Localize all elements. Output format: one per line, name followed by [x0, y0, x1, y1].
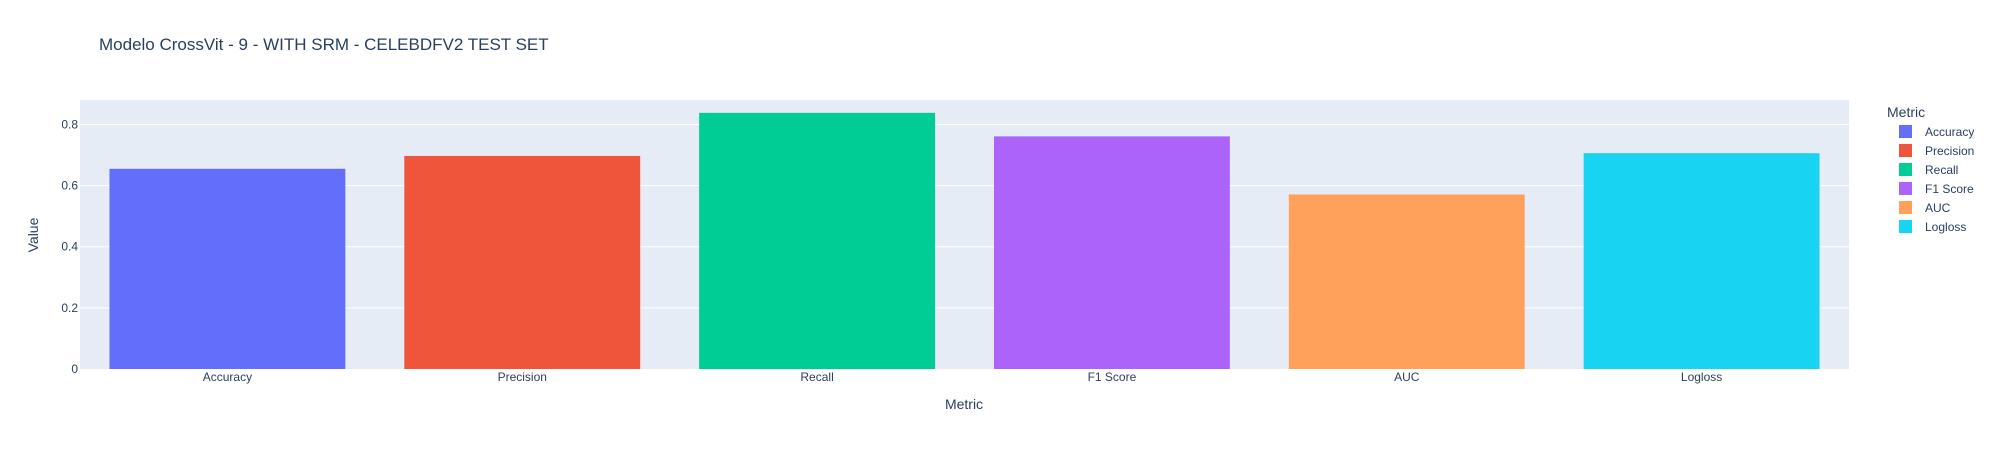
plot-area: 0 0.2 0.4 0.6 0.8 Accuracy Precision Recall F1 S…	[61, 100, 1849, 384]
legend-label: Logloss	[1925, 220, 1966, 234]
x-tick-label: F1 Score	[1088, 370, 1137, 384]
y-tick-label: 0	[71, 362, 78, 376]
y-tick-label: 0.8	[61, 117, 78, 131]
plot-background	[80, 100, 1849, 369]
y-tick-label: 0.6	[61, 179, 78, 193]
legend-title: Metric	[1887, 104, 1925, 120]
legend-swatch	[1899, 182, 1912, 195]
x-tick-label: AUC	[1394, 370, 1420, 384]
x-axis-title: Metric	[945, 396, 983, 412]
legend-swatch	[1899, 163, 1912, 176]
bar-recall	[699, 112, 936, 370]
x-tick-label: Recall	[800, 370, 833, 384]
legend-label: Recall	[1925, 163, 1958, 177]
legend-swatch	[1899, 125, 1912, 138]
legend-label: Precision	[1925, 144, 1974, 158]
bar-accuracy	[109, 168, 346, 369]
x-tick-label: Logloss	[1681, 370, 1722, 384]
x-tick-label: Accuracy	[203, 370, 252, 384]
x-tick-label: Precision	[498, 370, 547, 384]
bar-logloss	[1583, 153, 1820, 369]
legend-swatch	[1899, 220, 1912, 233]
y-tick-label: 0.4	[61, 240, 78, 254]
bar-auc	[1288, 194, 1525, 369]
legend-swatch	[1899, 201, 1912, 214]
y-tick-label: 0.2	[61, 301, 78, 315]
bar-precision	[404, 155, 641, 369]
legend-swatch	[1899, 144, 1912, 157]
legend-label: Accuracy	[1925, 125, 1974, 139]
legend: Metric Accuracy Precision Recall F1 Score AU…	[1887, 104, 1974, 234]
y-axis-title: Value	[25, 217, 41, 252]
legend-label: F1 Score	[1925, 182, 1974, 196]
bar-f1-score	[993, 136, 1230, 369]
chart-title: Modelo CrossVit - 9 - WITH SRM - CELEBDF…	[99, 35, 549, 54]
legend-label: AUC	[1925, 201, 1951, 215]
